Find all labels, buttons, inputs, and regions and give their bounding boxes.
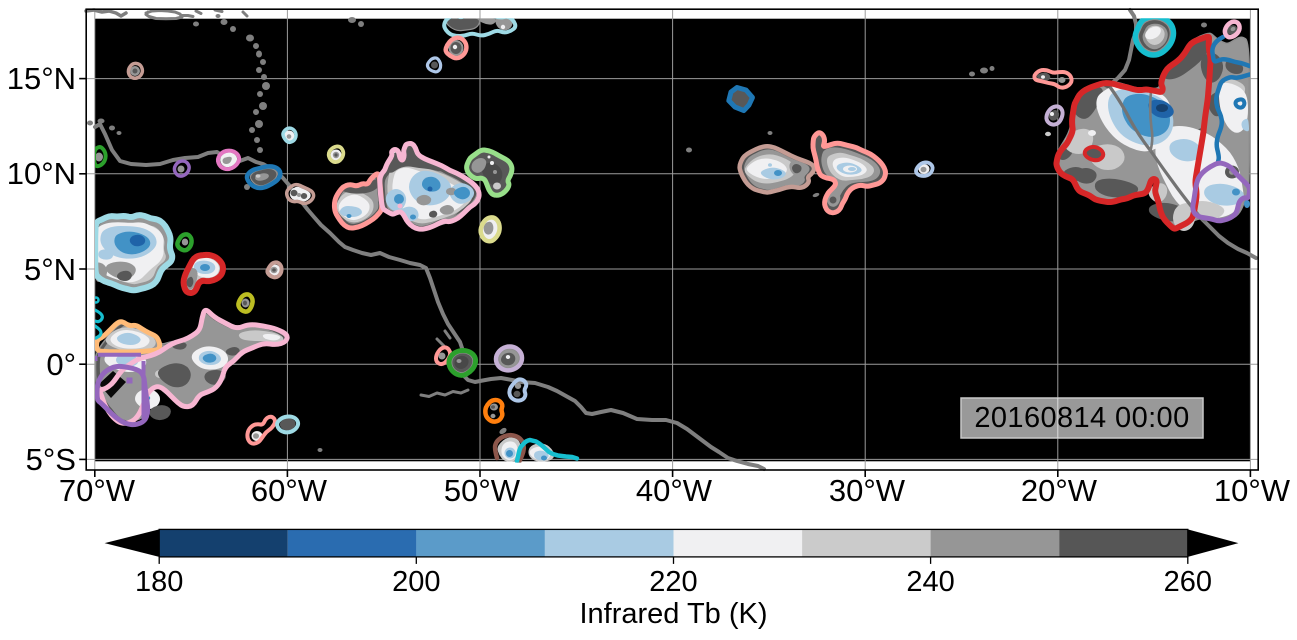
svg-text:180: 180	[135, 566, 183, 598]
svg-text:240: 240	[906, 566, 954, 598]
svg-text:260: 260	[1164, 566, 1212, 598]
svg-text:70°W: 70°W	[59, 473, 136, 508]
svg-text:5°N: 5°N	[24, 252, 76, 287]
svg-text:10°N: 10°N	[7, 156, 76, 191]
svg-text:10°W: 10°W	[1214, 473, 1291, 508]
svg-text:0°: 0°	[46, 347, 76, 382]
svg-text:20160814 00:00: 20160814 00:00	[974, 402, 1189, 434]
svg-text:220: 220	[649, 566, 697, 598]
svg-text:40°W: 40°W	[636, 473, 713, 508]
svg-text:Infrared Tb (K): Infrared Tb (K)	[579, 598, 767, 630]
svg-text:15°N: 15°N	[7, 61, 76, 96]
svg-text:20°W: 20°W	[1021, 473, 1098, 508]
svg-text:5°S: 5°S	[26, 442, 76, 477]
svg-text:30°W: 30°W	[829, 473, 906, 508]
svg-text:60°W: 60°W	[251, 473, 328, 508]
svg-text:50°W: 50°W	[444, 473, 521, 508]
svg-text:200: 200	[392, 566, 440, 598]
